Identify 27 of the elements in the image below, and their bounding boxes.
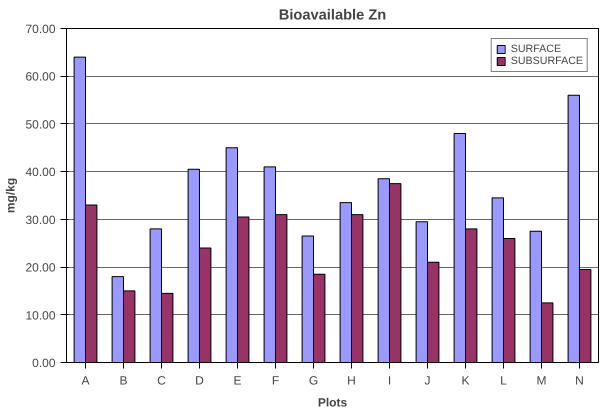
legend-label: SURFACE [510,43,562,55]
y-tick-label: 20.00 [25,260,56,275]
x-tick-label: E [234,374,242,388]
x-tick-label: G [308,374,318,388]
legend-label: SUBSURFACE [510,55,583,67]
y-tick-label: 0.00 [32,356,56,370]
x-tick-label: A [82,374,90,388]
y-tick-label: 70.00 [25,22,56,36]
x-tick-label: D [195,374,204,388]
y-tick-label: 60.00 [25,70,56,84]
x-tick-label: F [272,374,280,388]
x-axis-title: Plots [318,396,348,410]
x-tick-label: J [424,374,430,388]
y-tick-label: 40.00 [25,165,56,180]
chart-title: Bioavailable Zn [278,8,386,24]
x-tick-label: N [575,374,584,388]
x-tick-label: C [157,374,166,388]
y-tick-label: 30.00 [25,212,56,227]
x-tick-label: K [462,374,470,388]
x-tick-label: M [536,374,546,388]
x-tick-label: B [120,374,128,388]
x-tick-label: I [388,374,392,388]
x-tick-label: H [347,374,356,388]
y-axis-title: mg/kg [3,178,18,214]
y-tick-label: 10.00 [25,308,56,322]
x-tick-label: L [500,374,508,388]
y-tick-label: 50.00 [25,117,56,132]
